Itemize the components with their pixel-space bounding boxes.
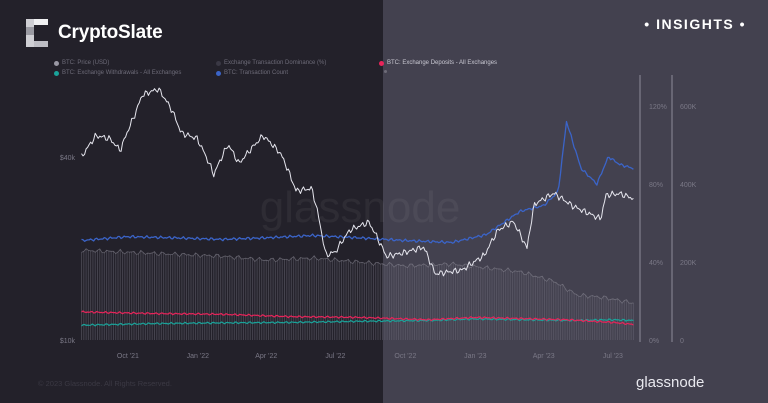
x-tick-label: Jan '23 — [464, 353, 486, 360]
withdrawals-line — [81, 317, 634, 327]
x-tick-label: Apr '22 — [255, 353, 277, 360]
price-tick-label: $10k — [60, 338, 76, 345]
count-tick-label: 600K — [680, 104, 697, 111]
price-line — [81, 87, 634, 277]
pct-tick-label: 0% — [649, 338, 659, 345]
legend-item-extra[interactable] — [384, 70, 390, 73]
x-tick-label: Jul '23 — [603, 353, 623, 360]
x-tick-label: Oct '21 — [117, 353, 139, 360]
pct-tick-label: 40% — [649, 260, 663, 267]
pct-tick-label: 120% — [649, 104, 667, 111]
cryptoslate-logo-icon — [26, 19, 48, 47]
x-tick-label: Apr '23 — [533, 353, 555, 360]
background-right-panel — [383, 0, 768, 403]
x-tick-label: Oct '22 — [394, 353, 416, 360]
cryptoslate-logo: CryptoSlate — [26, 19, 163, 47]
background-left-panel — [0, 0, 383, 403]
legend-dot — [54, 70, 59, 76]
x-tick-label: Jan '22 — [187, 353, 209, 360]
brand-name: CryptoSlate — [58, 22, 163, 43]
legend-dot — [216, 60, 221, 66]
count-tick-label: 200K — [680, 260, 697, 267]
legend-label: Exchange Transaction Dominance (%) — [224, 60, 327, 66]
dominance-line — [81, 248, 634, 304]
legend-item-deposits[interactable]: BTC: Exchange Deposits - All Exchanges — [379, 60, 497, 66]
deposits-line — [81, 310, 634, 326]
legend-label: BTC: Exchange Withdrawals - All Exchange… — [62, 70, 182, 76]
legend-dot — [379, 60, 384, 66]
legend-item-withdrawals[interactable]: BTC: Exchange Withdrawals - All Exchange… — [54, 70, 181, 76]
watermark: glassnode — [260, 183, 461, 232]
dominance-series — [81, 248, 634, 340]
insights-badge: • INSIGHTS • — [644, 16, 746, 32]
price-tick-label: $40k — [60, 155, 76, 162]
legend-dot — [54, 60, 59, 66]
legend-dot — [216, 70, 221, 76]
legend-dot — [384, 70, 387, 73]
count-tick-label: 0 — [680, 338, 684, 345]
glassnode-logo: glassnode — [636, 374, 705, 391]
tx-count-line — [81, 120, 634, 245]
count-tick-label: 400K — [680, 182, 697, 189]
legend-item-dominance[interactable]: Exchange Transaction Dominance (%) — [216, 60, 326, 66]
copyright-text: © 2023 Glassnode. All Rights Reserved. — [38, 379, 172, 388]
legend-label: BTC: Price (USD) — [62, 60, 110, 66]
legend-item-price[interactable]: BTC: Price (USD) — [54, 60, 109, 66]
x-tick-label: Jul '22 — [325, 353, 345, 360]
legend-label: BTC: Exchange Deposits - All Exchanges — [387, 60, 498, 66]
legend-item-tx-count[interactable]: BTC: Transaction Count — [216, 70, 288, 76]
pct-tick-label: 80% — [649, 182, 663, 189]
legend-label: BTC: Transaction Count — [224, 70, 289, 76]
